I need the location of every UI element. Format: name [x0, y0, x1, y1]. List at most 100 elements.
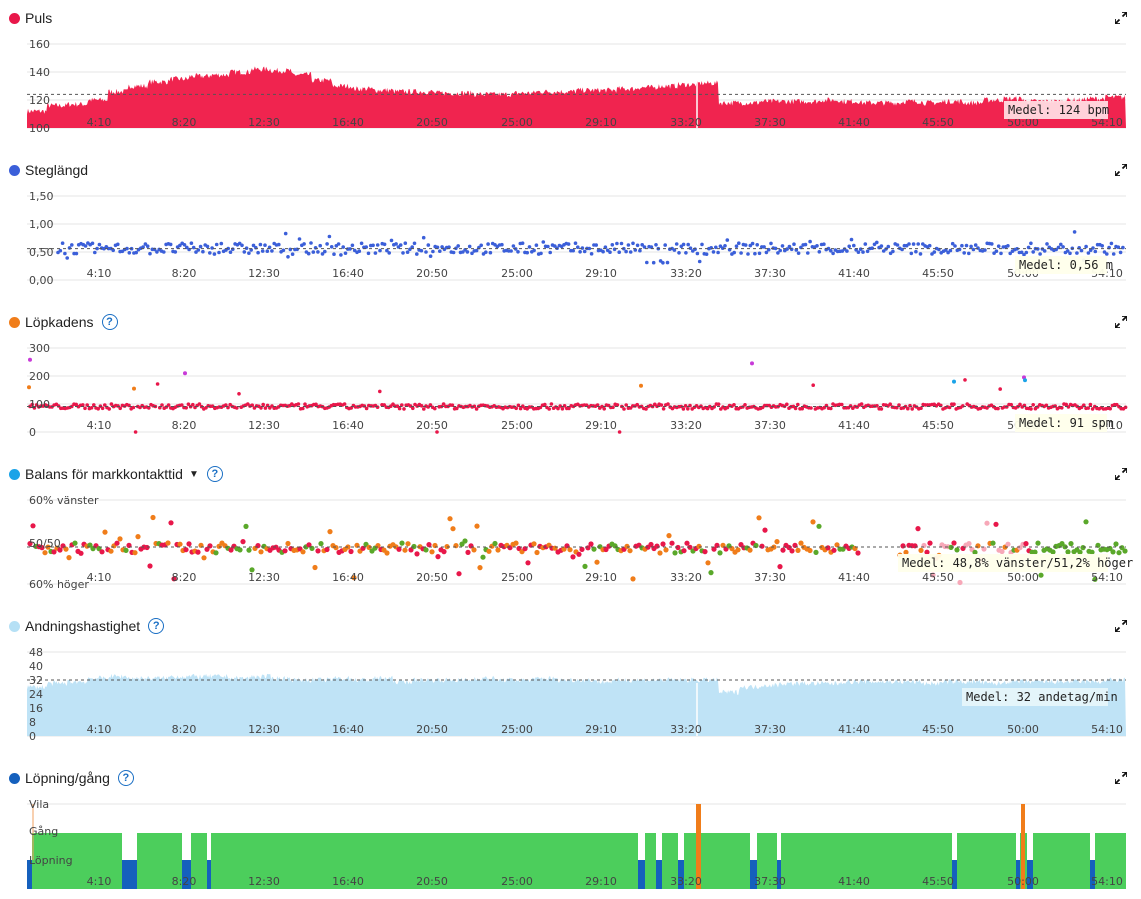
x-tick-label: 4:10	[87, 419, 112, 432]
data-point	[465, 250, 470, 254]
data-point	[256, 250, 260, 255]
data-point	[186, 402, 191, 406]
data-point	[301, 406, 305, 411]
data-point	[260, 249, 265, 253]
x-tick-label: 20:50	[416, 419, 448, 432]
data-point	[785, 402, 789, 407]
data-point	[1032, 549, 1038, 555]
data-point	[74, 402, 78, 407]
data-point	[150, 514, 156, 521]
data-point	[143, 242, 148, 246]
data-point	[666, 402, 670, 406]
data-point	[780, 547, 786, 553]
data-point	[757, 251, 762, 256]
help-icon[interactable]: ?	[206, 466, 223, 482]
data-point	[840, 402, 844, 407]
series-color-dot	[9, 772, 20, 784]
data-point	[1065, 549, 1071, 555]
area-series	[27, 66, 1126, 128]
data-point	[286, 255, 290, 259]
average-label-bg	[898, 554, 1108, 572]
data-point	[1068, 251, 1072, 256]
data-point	[303, 402, 307, 406]
data-point	[677, 251, 681, 255]
data-point	[109, 402, 114, 406]
data-point	[27, 385, 31, 390]
data-point	[669, 540, 675, 546]
data-point	[822, 242, 826, 246]
data-point	[419, 248, 424, 253]
data-point	[461, 250, 465, 254]
data-point	[213, 550, 219, 556]
data-point	[263, 243, 267, 247]
x-tick-label: 33:20	[670, 875, 702, 888]
data-point	[610, 243, 615, 247]
y-tick-label: 60% vänster	[29, 494, 99, 507]
data-point	[826, 246, 831, 251]
dropdown-caret-icon[interactable]: ▼	[188, 468, 199, 480]
x-tick-label: 20:50	[416, 723, 448, 736]
data-point	[100, 406, 105, 411]
data-point	[686, 407, 690, 411]
data-point	[429, 549, 435, 555]
data-point	[990, 242, 994, 246]
data-point	[639, 383, 643, 388]
data-point	[651, 260, 656, 265]
x-tick-label: 45:50	[922, 116, 954, 129]
data-point	[571, 248, 575, 253]
x-tick-label: 8:20	[172, 267, 197, 280]
data-point	[208, 251, 212, 255]
data-point	[341, 245, 346, 249]
panel-puls: Puls 160 140 120 100 4:10 8:20 12:30 16:40 20:50…	[0, 0, 1141, 152]
walking-bar	[27, 860, 32, 889]
data-point	[246, 547, 252, 553]
data-point	[927, 540, 933, 546]
data-point	[539, 251, 543, 256]
data-point	[155, 250, 159, 254]
help-icon[interactable]: ?	[148, 618, 165, 634]
data-point	[42, 550, 48, 556]
data-point	[897, 403, 901, 407]
data-point	[566, 242, 571, 246]
data-point	[455, 406, 459, 411]
data-point	[333, 545, 339, 551]
help-icon[interactable]: ?	[117, 770, 134, 786]
x-tick-label: 33:20	[670, 571, 702, 584]
x-tick-label: 41:40	[838, 116, 870, 129]
data-point	[582, 249, 587, 254]
data-point	[615, 241, 619, 246]
data-point	[918, 252, 923, 256]
data-point	[712, 405, 716, 409]
panel-steglangd: Steglängd 1,50 1,00 0,50 0,00 4:10 8:20 12:30 1…	[0, 152, 1141, 304]
data-point	[342, 402, 347, 406]
data-point	[212, 252, 217, 256]
data-point	[447, 516, 453, 522]
data-point	[135, 534, 141, 540]
data-point	[270, 249, 274, 253]
data-point	[672, 248, 677, 252]
data-point	[918, 547, 924, 553]
data-point	[919, 406, 923, 410]
help-icon[interactable]: ?	[101, 314, 118, 330]
average-label-bg	[1015, 414, 1107, 432]
data-point	[134, 250, 138, 255]
data-point	[237, 392, 241, 396]
data-point	[546, 244, 550, 249]
data-point	[414, 551, 420, 557]
walking-bar	[750, 860, 757, 889]
data-point	[111, 248, 115, 253]
data-point	[421, 235, 426, 240]
data-point	[375, 243, 380, 247]
data-point	[155, 382, 160, 386]
data-point	[900, 543, 906, 549]
y-tick-label: 0	[29, 426, 36, 439]
running-bar	[684, 833, 750, 889]
data-point	[474, 523, 480, 529]
data-point	[642, 245, 647, 249]
data-point	[612, 247, 617, 252]
data-point	[447, 245, 451, 249]
data-point	[39, 545, 45, 551]
data-point	[399, 540, 405, 546]
data-point	[373, 251, 378, 255]
x-tick-label: 4:10	[87, 116, 112, 129]
